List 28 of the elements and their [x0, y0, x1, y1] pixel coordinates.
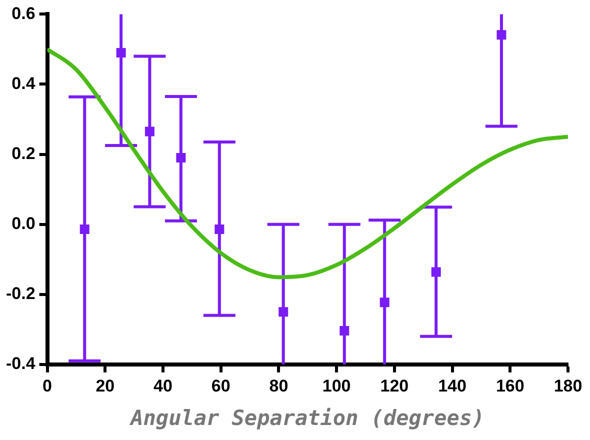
x-tick-label: 120: [380, 376, 409, 396]
point: [80, 224, 90, 234]
y-tick-label: 0.4: [12, 74, 36, 93]
point: [380, 298, 390, 308]
line-series: [47, 47, 568, 280]
point: [214, 224, 224, 234]
point: [278, 307, 288, 317]
point: [431, 267, 441, 277]
x-tick-label: 20: [96, 376, 115, 396]
x-axis-title: Angular Separation (degrees): [128, 406, 485, 430]
point: [144, 126, 154, 136]
x-tick-label: 0: [42, 376, 52, 396]
y-tick-label: 0.6: [12, 4, 36, 23]
point: [176, 153, 186, 163]
x-tick-label: 80: [269, 376, 288, 396]
y-tick-label: 0.0: [12, 214, 36, 234]
point: [116, 48, 126, 58]
point: [340, 326, 350, 336]
point: [496, 30, 506, 40]
x-tick-label: 160: [496, 376, 524, 396]
x-tick-label: 100: [322, 376, 351, 396]
x-tick-label: 60: [211, 376, 230, 396]
y-tick-label: -0.4: [6, 354, 36, 374]
y-tick-label: 0.2: [12, 144, 36, 163]
x-tick-label: 140: [438, 376, 466, 396]
x-tick-label: 40: [154, 376, 172, 396]
x-tick-label: 180: [554, 376, 582, 396]
y-tick-label: -0.2: [6, 284, 36, 304]
